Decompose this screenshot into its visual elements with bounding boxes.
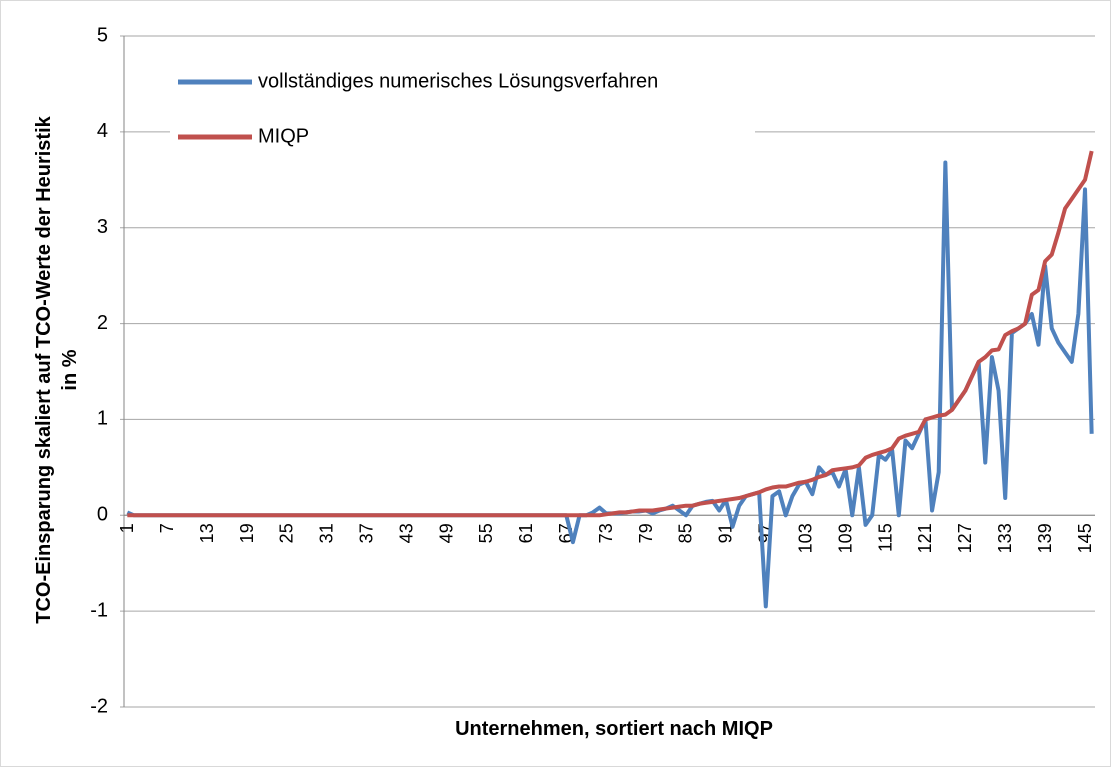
legend-label: vollständiges numerisches Lösungsverfahr…: [258, 70, 658, 92]
x-tick-label: 19: [237, 523, 257, 543]
x-tick-label: 13: [197, 523, 217, 543]
x-tick-label: 73: [596, 523, 616, 543]
legend-box: [170, 58, 755, 170]
x-tick-label: 85: [676, 523, 696, 543]
x-tick-label: 61: [516, 523, 536, 543]
y-tick-label: 1: [97, 408, 108, 430]
x-tick-label: 49: [436, 523, 456, 543]
legend-label: MIQP: [258, 125, 309, 147]
x-tick-label: 109: [835, 523, 855, 553]
x-tick-label: 55: [476, 523, 496, 543]
x-tick-label: 103: [795, 523, 815, 553]
y-tick-label: 4: [97, 120, 108, 142]
y-tick-label: 5: [97, 24, 108, 46]
x-tick-label: 1: [117, 523, 137, 533]
x-tick-label: 145: [1075, 523, 1095, 553]
x-tick-label: 133: [995, 523, 1015, 553]
x-tick-label: 127: [955, 523, 975, 553]
x-tick-label: 7: [157, 523, 177, 533]
y-tick-label: 0: [97, 504, 108, 526]
x-tick-label: 91: [716, 523, 736, 543]
y-tick-label: 2: [97, 312, 108, 334]
x-tick-label: 115: [875, 523, 895, 552]
x-tick-label: 139: [1035, 523, 1055, 553]
x-tick-label: 31: [317, 523, 337, 543]
x-tick-label: 37: [357, 523, 377, 543]
y-tick-label: 3: [97, 216, 108, 238]
x-tick-label: 79: [636, 523, 656, 543]
data-line: [127, 150, 1094, 518]
x-tick-label: 43: [396, 523, 416, 543]
y-axis-title: in %: [59, 349, 81, 390]
y-axis-title: TCO-Einsparung skaliert auf TCO-Werte de…: [33, 115, 55, 623]
y-tick-label: -2: [90, 695, 108, 717]
x-tick-label: 121: [915, 523, 935, 553]
x-tick-label: 25: [277, 523, 297, 543]
y-tick-label: -1: [90, 599, 108, 621]
x-axis-title: Unternehmen, sortiert nach MIQP: [455, 718, 773, 740]
